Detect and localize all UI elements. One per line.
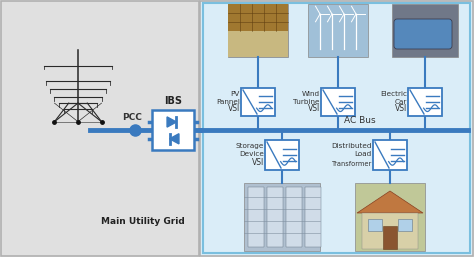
Bar <box>392 4 458 57</box>
Text: PCC: PCC <box>122 113 142 122</box>
Polygon shape <box>167 117 176 127</box>
Text: Transformer: Transformer <box>332 161 372 167</box>
Bar <box>321 88 355 116</box>
Text: VSI: VSI <box>308 104 320 113</box>
Bar <box>1 1 199 256</box>
Bar <box>286 187 302 247</box>
Bar <box>368 219 382 231</box>
Bar <box>305 187 321 247</box>
Bar <box>383 226 397 249</box>
Bar <box>362 213 418 249</box>
Text: Electric
Car: Electric Car <box>380 91 407 105</box>
Bar <box>408 88 442 116</box>
Bar <box>373 140 407 170</box>
Bar <box>228 4 288 31</box>
Bar <box>265 140 299 170</box>
Bar <box>244 183 320 251</box>
Text: PV
Pannel: PV Pannel <box>216 91 240 105</box>
Bar <box>267 187 283 247</box>
Text: Storage
Device: Storage Device <box>236 143 264 157</box>
Text: Distributed
Load: Distributed Load <box>331 143 372 157</box>
Bar <box>248 187 264 247</box>
Text: IBS: IBS <box>164 96 182 106</box>
Bar <box>241 88 275 116</box>
Bar <box>398 219 412 231</box>
Text: VSI: VSI <box>395 104 407 113</box>
Text: VSI: VSI <box>228 104 240 113</box>
Polygon shape <box>357 191 423 213</box>
Bar <box>355 183 425 251</box>
Text: Main Utility Grid: Main Utility Grid <box>101 217 185 226</box>
Text: VSI: VSI <box>252 158 264 167</box>
Bar <box>200 1 473 256</box>
Bar <box>228 4 288 57</box>
Bar <box>203 3 470 253</box>
FancyBboxPatch shape <box>394 19 452 49</box>
Polygon shape <box>170 134 179 144</box>
Bar <box>308 4 368 57</box>
Text: Wind
Turbine: Wind Turbine <box>293 91 320 105</box>
Bar <box>152 110 194 150</box>
Text: AC Bus: AC Bus <box>344 116 376 125</box>
Bar <box>228 31 288 57</box>
